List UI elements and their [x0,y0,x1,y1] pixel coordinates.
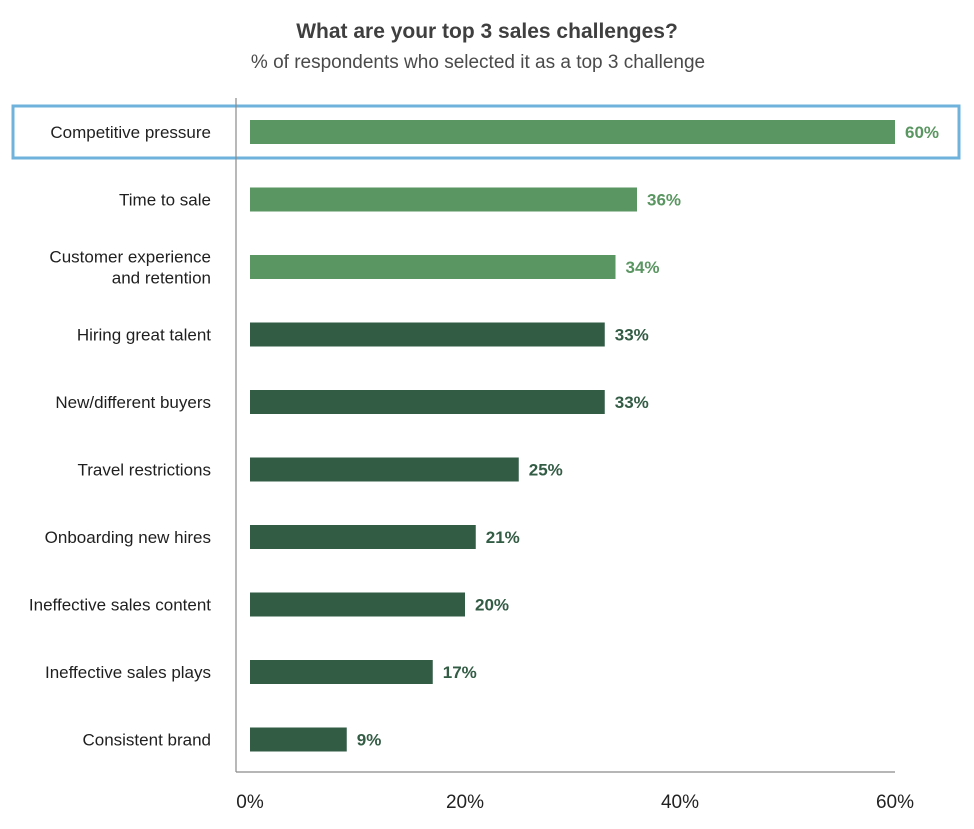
category-label: Ineffective sales content [29,596,211,615]
bar [250,660,433,684]
value-label: 17% [443,663,477,682]
highlight-layer [11,104,961,160]
value-label: 33% [615,326,649,345]
bar [250,322,605,347]
category-label: Consistent brand [82,731,211,750]
x-tick-label: 20% [446,792,484,813]
bar [250,187,637,212]
bar [250,457,519,482]
x-tick-label: 60% [876,792,914,813]
category-label: New/different buyers [55,393,211,412]
category-label: Onboarding new hires [45,528,211,547]
value-label: 60% [905,123,939,142]
chart-title: What are your top 3 sales challenges? [296,20,678,43]
category-label: Hiring great talent [77,326,211,345]
bar [250,120,895,144]
value-label: 36% [647,191,681,210]
chart-subtitle: % of respondents who selected it as a to… [251,52,705,73]
x-tick-label: 40% [661,792,699,813]
value-label: 9% [357,731,382,750]
bar [250,592,465,617]
value-labels: 60% 36% 34% 33% 33% 25% 21% 20% 17% 9% [357,123,939,750]
x-tick-label: 0% [236,792,264,813]
category-labels: Competitive pressure Time to sale Customer… [29,123,211,750]
bars-layer [250,120,895,752]
category-label: Customer experience and retention [49,248,211,288]
bar [250,727,347,752]
value-label: 34% [626,258,660,277]
value-label: 21% [486,528,520,547]
category-label: Competitive pressure [50,123,211,142]
bar [250,255,616,279]
bar [250,525,476,549]
category-label: Ineffective sales plays [45,663,211,682]
category-label: Travel restrictions [77,461,211,480]
axes: 0% 20% 40% 60% [235,98,914,813]
value-label: 20% [475,596,509,615]
value-label: 25% [529,461,563,480]
highlight-box [11,104,961,160]
bar [250,390,605,414]
value-label: 33% [615,393,649,412]
category-label: Time to sale [119,191,211,210]
